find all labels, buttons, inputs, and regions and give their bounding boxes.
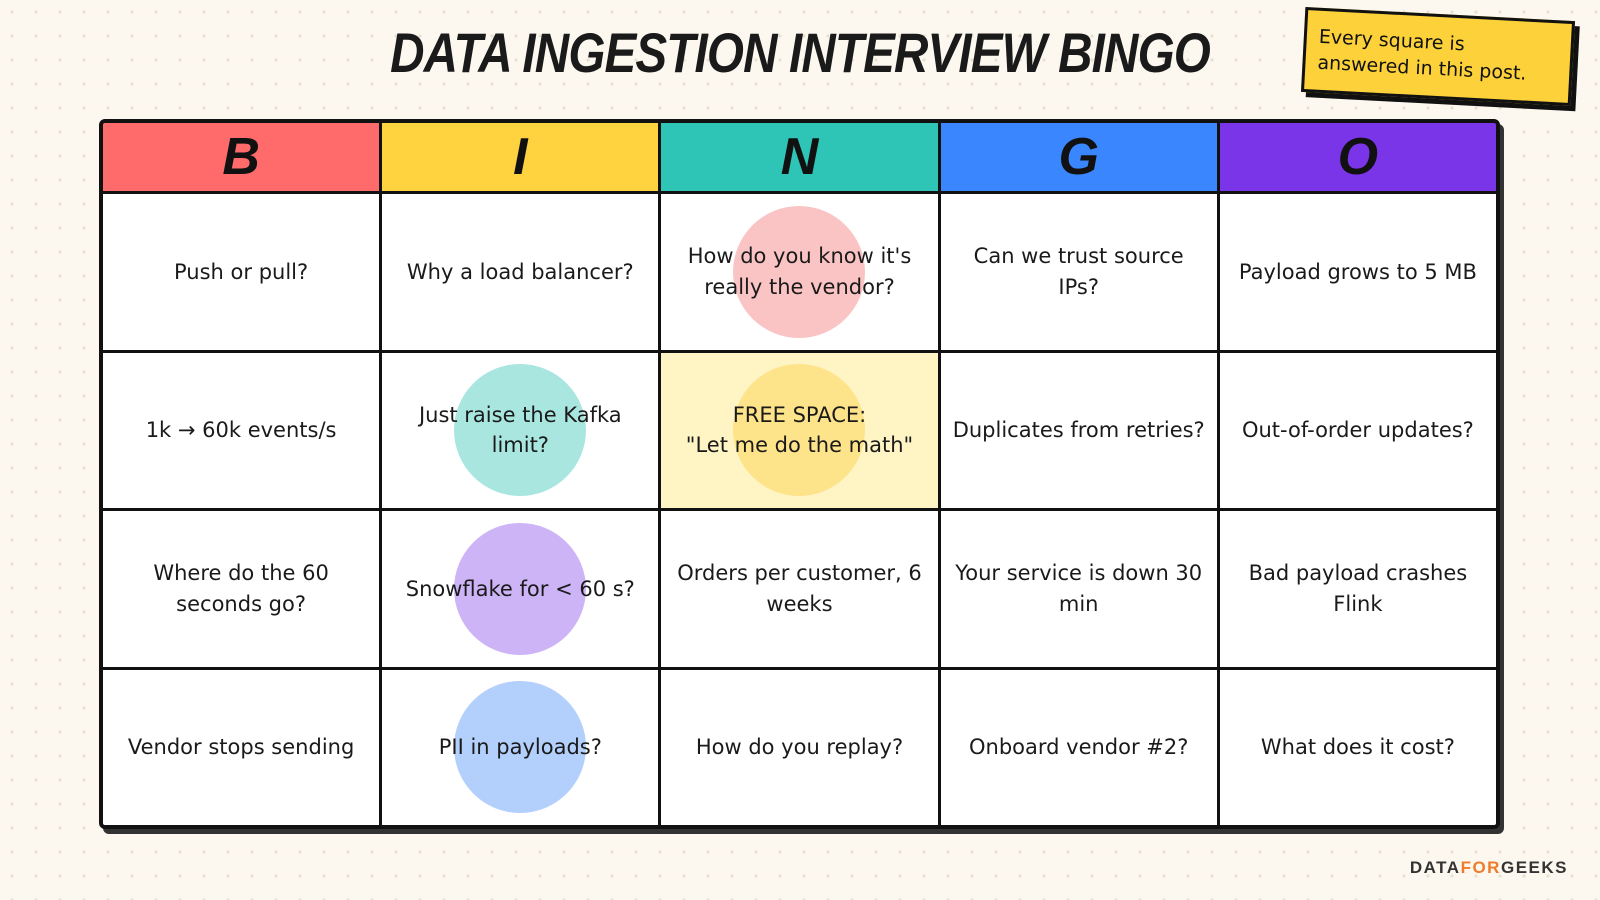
cell-text: Can we trust source IPs? (973, 244, 1184, 299)
bingo-cell: Onboard vendor #2? (940, 669, 1217, 825)
cell-text: Just raise the Kafka limit? (418, 402, 622, 458)
cell-text: How do you know it's really the vendor? (687, 244, 912, 299)
bingo-cell: Duplicates from retries? (940, 352, 1217, 508)
bingo-cell: Vendor stops sending (103, 669, 380, 825)
marker-circle (454, 681, 587, 814)
brand: DATAFORGEEKS (1410, 858, 1568, 878)
cell-text: Push or pull? (174, 259, 309, 284)
title: DATA INGESTION INTERVIEW BINGO (390, 21, 1211, 84)
marker-circle (454, 522, 587, 655)
bingo-cell: Orders per customer, 6 weeks (661, 511, 938, 667)
cell-text: FREE SPACE: "Let me do the math" (685, 402, 914, 458)
bingo-cell: Where do the 60 seconds go? (103, 511, 380, 667)
cell-text: Bad payload crashes Flink (1248, 561, 1468, 616)
brand-part: FOR (1460, 858, 1501, 877)
marker-circle (733, 205, 866, 338)
bingo-cell: What does it cost? (1219, 669, 1496, 825)
column-header: N (661, 123, 938, 191)
brand-part: DATA (1409, 858, 1461, 877)
bingo-cell: FREE SPACE: "Let me do the math" (661, 352, 938, 508)
cell-text: Why a load balancer? (406, 259, 634, 284)
cell-text: What does it cost? (1260, 735, 1455, 760)
cell-text: Where do the 60 seconds go? (153, 561, 329, 616)
bingo-board: B I N G O Push or pull? Why a load balancer? Ho… (99, 119, 1500, 829)
cell-text: Snowflake for < 60 s? (405, 576, 635, 601)
cell-text: 1k → 60k events/s (145, 418, 337, 443)
bingo-cell: 1k → 60k events/s (103, 352, 380, 508)
column-header: G (940, 123, 1217, 191)
cell-text: How do you replay? (695, 735, 904, 760)
bingo-cell: Why a load balancer? (382, 194, 659, 350)
marker-circle (454, 364, 587, 497)
cell-text: Your service is down 30 min (955, 561, 1203, 616)
cell-text: Payload grows to 5 MB (1238, 259, 1477, 284)
bingo-cell: PII in payloads? (382, 669, 659, 825)
bingo-cell: Can we trust source IPs? (940, 194, 1217, 350)
cell-text: PII in payloads? (438, 735, 602, 760)
cell-text: Duplicates from retries? (952, 418, 1205, 443)
cell-text: Onboard vendor #2? (968, 735, 1189, 760)
brand-part: GEEKS (1500, 858, 1568, 877)
bingo-cell: Bad payload crashes Flink (1219, 511, 1496, 667)
bingo-cell: How do you know it's really the vendor? (661, 194, 938, 350)
column-header: O (1219, 123, 1496, 191)
cell-text: Orders per customer, 6 weeks (677, 561, 922, 616)
cell-text: Out-of-order updates? (1241, 418, 1474, 443)
column-header: I (382, 123, 659, 191)
cell-text: Vendor stops sending (127, 735, 355, 760)
bingo-cell: How do you replay? (661, 669, 938, 825)
bingo-cell: Your service is down 30 min (940, 511, 1217, 667)
bingo-cell: Snowflake for < 60 s? (382, 511, 659, 667)
sticky-note: Every square is answered in this post. (1300, 6, 1576, 107)
marker-circle (733, 364, 866, 497)
bingo-cell: Payload grows to 5 MB (1219, 194, 1496, 350)
bingo-cell: Just raise the Kafka limit? (382, 352, 659, 508)
column-header: B (103, 123, 380, 191)
bingo-cell: Push or pull? (103, 194, 380, 350)
bingo-cell: Out-of-order updates? (1219, 352, 1496, 508)
